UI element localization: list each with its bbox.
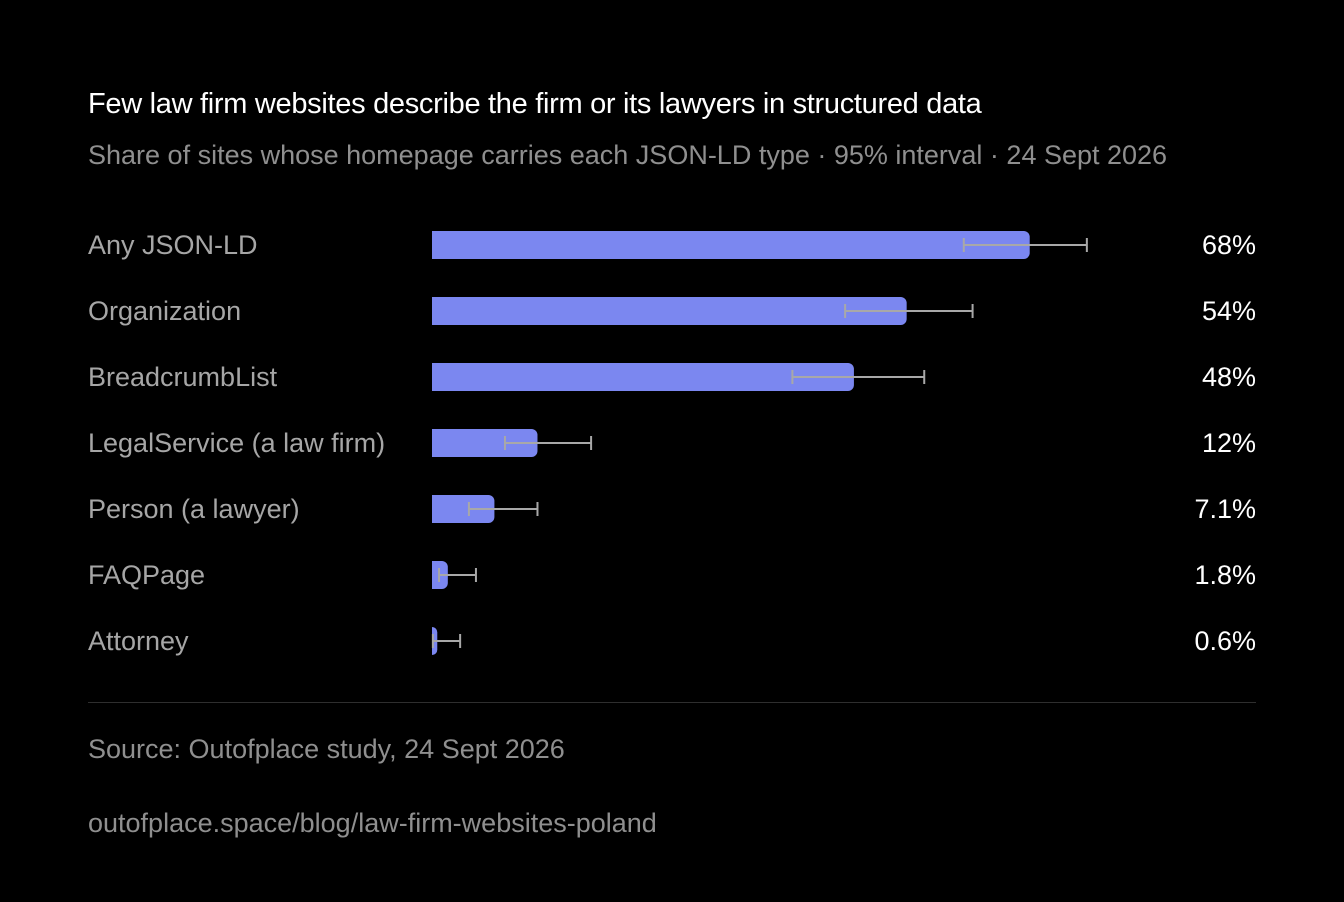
bar-row: FAQPage 1.8% bbox=[88, 560, 1256, 590]
source-note: Source: Outofplace study, 24 Sept 2026 bbox=[88, 734, 565, 764]
error-bar bbox=[844, 304, 974, 318]
bar-row: BreadcrumbList 48% bbox=[88, 362, 1256, 392]
bar-row: Organization 54% bbox=[88, 296, 1256, 326]
error-bar bbox=[962, 238, 1088, 252]
source-url[interactable]: outofplace.space/blog/law-firm-websites-… bbox=[88, 808, 657, 838]
value-label: 1.8% bbox=[1194, 560, 1256, 590]
error-bar bbox=[503, 436, 593, 450]
bar bbox=[432, 231, 1030, 259]
bar-chart: Any JSON-LD 68% Organization 54% BreadcrumbL… bbox=[88, 230, 1256, 656]
bar-row: Person (a lawyer) 7.1% bbox=[88, 494, 1256, 524]
value-label: 48% bbox=[1202, 362, 1256, 392]
bar bbox=[432, 363, 854, 391]
value-label: 7.1% bbox=[1194, 494, 1256, 524]
category-label: BreadcrumbList bbox=[88, 362, 278, 392]
error-bar bbox=[791, 370, 926, 384]
chart-subtitle: Share of sites whose homepage carries ea… bbox=[88, 140, 1168, 170]
bar bbox=[432, 495, 495, 523]
category-label: Organization bbox=[88, 296, 241, 326]
category-label: Person (a lawyer) bbox=[88, 494, 300, 524]
divider bbox=[88, 702, 1256, 703]
bar bbox=[432, 429, 538, 457]
value-label: 12% bbox=[1202, 428, 1256, 458]
category-label: Any JSON-LD bbox=[88, 230, 258, 260]
bar-row: Any JSON-LD 68% bbox=[88, 230, 1256, 260]
value-label: 0.6% bbox=[1194, 626, 1256, 656]
bar bbox=[432, 297, 907, 325]
value-label: 68% bbox=[1202, 230, 1256, 260]
error-bar bbox=[467, 502, 539, 516]
category-label: Attorney bbox=[88, 626, 189, 656]
value-label: 54% bbox=[1202, 296, 1256, 326]
category-label: LegalService (a law firm) bbox=[88, 428, 385, 458]
error-bar bbox=[431, 634, 462, 648]
category-label: FAQPage bbox=[88, 560, 205, 590]
chart-title: Few law firm websites describe the firm … bbox=[88, 88, 982, 120]
bar-row: Attorney 0.6% bbox=[88, 626, 1256, 656]
bar-row: LegalService (a law firm) 12% bbox=[88, 428, 1256, 458]
error-bar bbox=[438, 568, 477, 582]
